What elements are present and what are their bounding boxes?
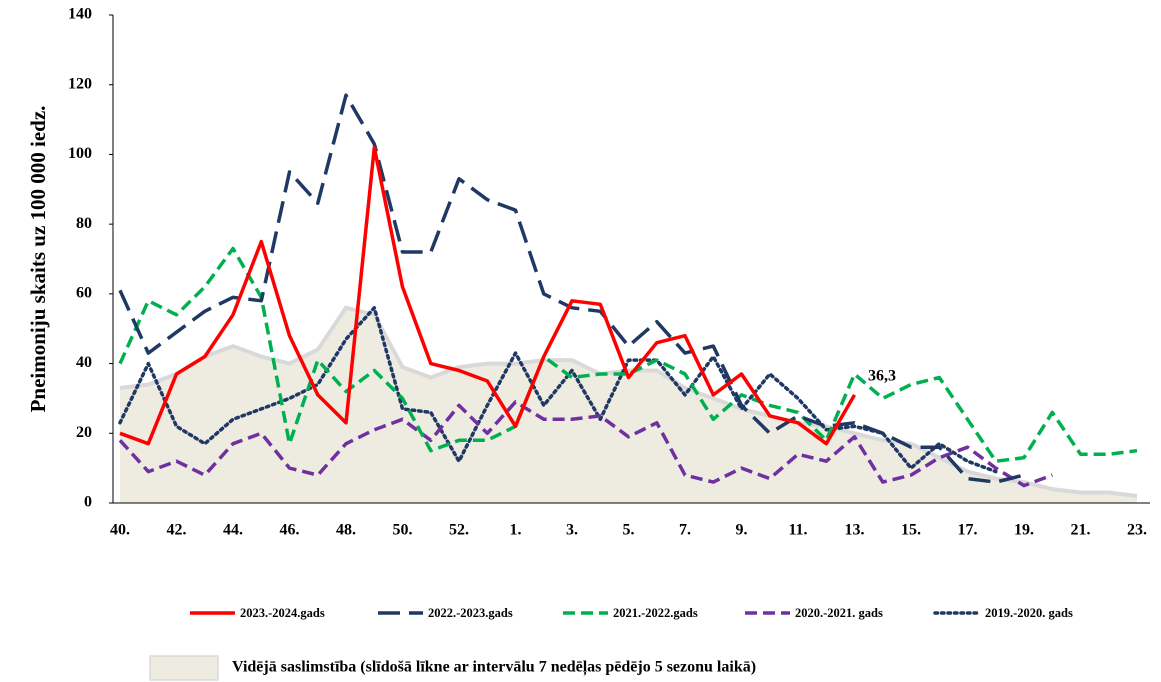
series-line: [118, 306, 998, 474]
legend-label: 2023.-2024.gads: [240, 606, 325, 620]
legend-label: 2021.-2022.gads: [613, 606, 698, 620]
x-tick-label: 42.: [167, 522, 187, 539]
x-tick-label: 46.: [280, 522, 300, 539]
y-tick-label: 100: [68, 145, 92, 162]
x-tick-label: 50.: [393, 522, 413, 539]
y-tick-label: 80: [76, 215, 92, 232]
x-tick-label: 1.: [510, 522, 522, 539]
x-tick-label: 3.: [566, 522, 578, 539]
series-line: [119, 145, 857, 446]
y-tick-label: 60: [76, 285, 92, 302]
y-tick-label: 120: [68, 75, 92, 92]
x-tick-label: 11.: [788, 522, 807, 539]
legend-label: 2020.-2021. gads: [795, 606, 883, 620]
y-tick-label: 20: [76, 424, 92, 441]
legend-label: 2022.-2023.gads: [428, 606, 513, 620]
x-tick-label: 15.: [901, 522, 921, 539]
x-tick-label: 17.: [958, 522, 978, 539]
x-tick-label: 40.: [110, 522, 130, 539]
x-tick-label: 48.: [336, 522, 356, 539]
y-axis-label: Pneimoniju skaits uz 100 000 iedz.: [26, 106, 50, 413]
x-tick-label: 13.: [845, 522, 865, 539]
legend-label: 2019.-2020. gads: [985, 606, 1073, 620]
series-line: [118, 246, 1138, 463]
average-edge: [119, 305, 1138, 498]
y-tick-label: 0: [84, 494, 92, 511]
x-tick-label: 23.: [1127, 522, 1147, 539]
x-tick-label: 21.: [1071, 522, 1091, 539]
series-line: [118, 93, 1025, 484]
annotation: 36,3: [868, 368, 896, 385]
x-tick-label: 5.: [623, 522, 635, 539]
x-tick-label: 52.: [449, 522, 469, 539]
x-tick-label: 7.: [679, 522, 691, 539]
y-tick-label: 140: [68, 6, 92, 23]
legend-swatch: [149, 655, 219, 681]
series-line: [118, 400, 1053, 488]
x-tick-label: 9.: [736, 522, 748, 539]
average-area: [120, 307, 1137, 503]
legend-label: Vidējā saslimstība (slīdošā līkne ar int…: [232, 659, 756, 677]
x-tick-label: 19.: [1014, 522, 1034, 539]
y-tick-label: 40: [76, 354, 92, 371]
x-tick-label: 44.: [223, 522, 243, 539]
